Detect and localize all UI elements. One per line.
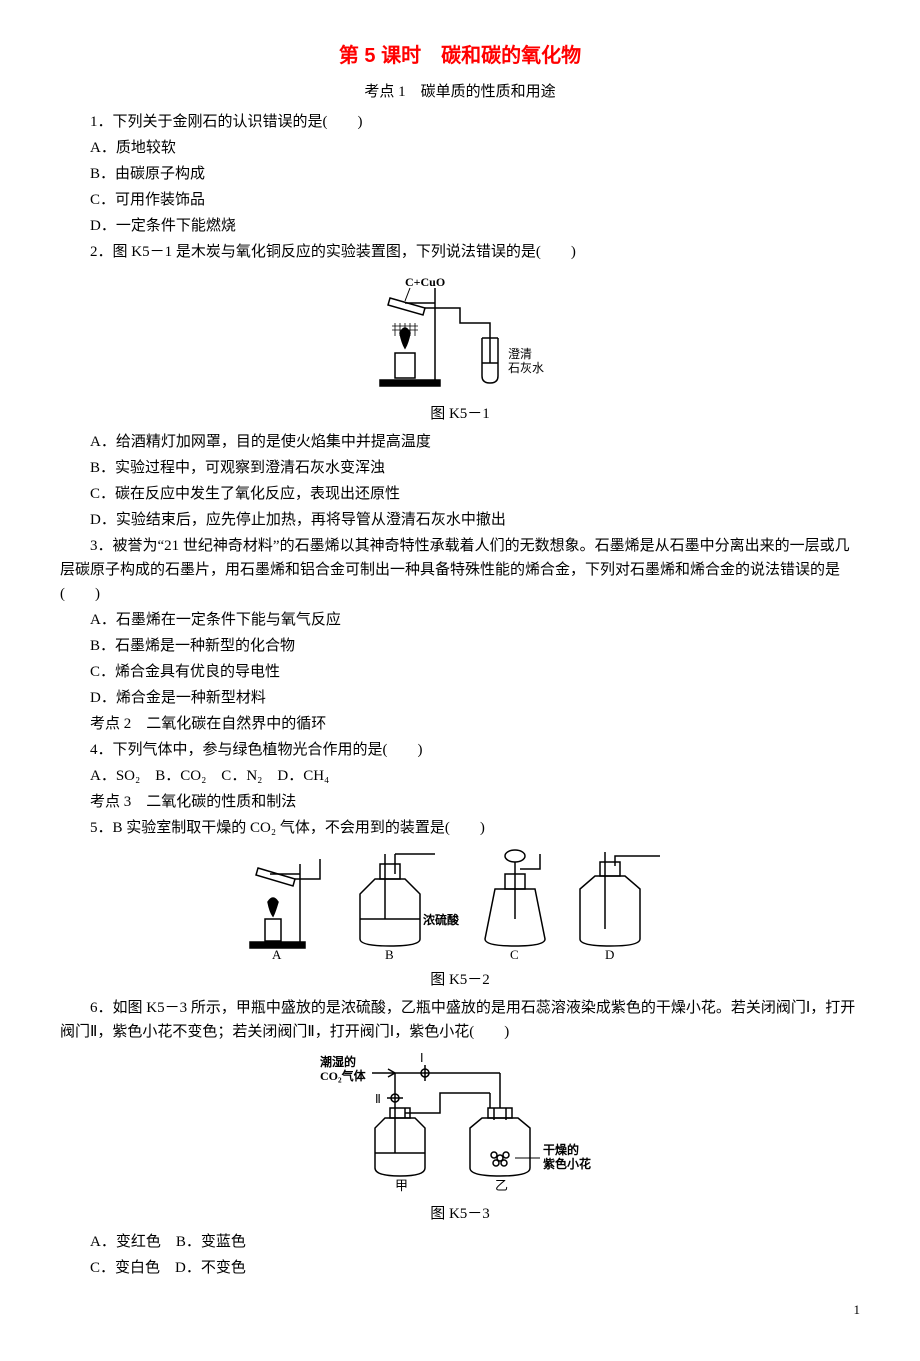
q1-opt-d: D．一定条件下能燃烧 [60, 214, 860, 238]
page-number: 1 [60, 1300, 860, 1321]
fig2-label-d: D [605, 947, 614, 962]
fig3-gas2: CO₂气体 [320, 1068, 367, 1083]
q1-opt-a: A．质地较软 [60, 136, 860, 160]
q2-opt-d: D．实验结束后，应先停止加热，再将导管从澄清石灰水中撤出 [60, 508, 860, 532]
kaodian-2: 考点 2 二氧化碳在自然界中的循环 [60, 712, 860, 736]
fig-k5-1-caption: 图 K5－1 [60, 402, 860, 426]
q3-stem: 3．被誉为“21 世纪神奇材料”的石墨烯以其神奇特性承载着人们的无数想象。石墨烯… [60, 534, 860, 606]
fig-k5-1: C+CuO 澄清 石灰水 [350, 268, 570, 398]
fig-k5-2-caption: 图 K5－2 [60, 968, 860, 992]
fig-k5-3: 潮湿的 CO₂气体 Ⅰ Ⅱ 甲 乙 [300, 1048, 620, 1198]
q4-stem: 4．下列气体中，参与绿色植物光合作用的是( ) [60, 738, 860, 762]
q1-opt-c: C．可用作装饰品 [60, 188, 860, 212]
q3-opt-d: D．烯合金是一种新型材料 [60, 686, 860, 710]
q3-opt-c: C．烯合金具有优良的导电性 [60, 660, 860, 684]
q3-opt-a: A．石墨烯在一定条件下能与氧气反应 [60, 608, 860, 632]
fig2-label-a: A [272, 947, 282, 962]
fig3-flower2: 紫色小花 [543, 1156, 591, 1171]
fig2-label-acid: 浓硫酸 [423, 912, 460, 927]
q4-opts: A．SO₂ B．CO₂ C．N₂ D．CH₄ [60, 764, 860, 788]
fig-k5-2: A 浓硫酸 B C D [240, 844, 680, 964]
kaodian-3: 考点 3 二氧化碳的性质和制法 [60, 790, 860, 814]
fig1-label-lime1: 澄清 [508, 346, 532, 361]
fig3-valve2: Ⅱ [375, 1092, 381, 1106]
q5-stem: 5．B 实验室制取干燥的 CO₂ 气体，不会用到的装置是( ) [60, 816, 860, 840]
fig2-label-b: B [385, 947, 394, 962]
fig1-label-cuo: C+CuO [405, 275, 445, 289]
fig3-valve1: Ⅰ [420, 1051, 424, 1065]
fig3-gas1: 潮湿的 [320, 1054, 356, 1069]
q2-opt-a: A．给酒精灯加网罩，目的是使火焰集中并提高温度 [60, 430, 860, 454]
fig3-jia: 甲 [395, 1178, 408, 1193]
fig3-flower1: 干燥的 [543, 1142, 579, 1157]
fig3-yi: 乙 [495, 1178, 508, 1193]
q1-stem: 1．下列关于金刚石的认识错误的是( ) [60, 110, 860, 134]
q3-opt-b: B．石墨烯是一种新型的化合物 [60, 634, 860, 658]
fig1-label-lime2: 石灰水 [508, 361, 544, 375]
q6-opt-cd: C．变白色 D．不变色 [60, 1256, 860, 1280]
fig-k5-3-caption: 图 K5－3 [60, 1202, 860, 1226]
q2-opt-c: C．碳在反应中发生了氧化反应，表现出还原性 [60, 482, 860, 506]
q6-stem: 6．如图 K5－3 所示，甲瓶中盛放的是浓硫酸，乙瓶中盛放的是用石蕊溶液染成紫色… [60, 996, 860, 1044]
q6-opt-ab: A．变红色 B．变蓝色 [60, 1230, 860, 1254]
q1-opt-b: B．由碳原子构成 [60, 162, 860, 186]
q2-opt-b: B．实验过程中，可观察到澄清石灰水变浑浊 [60, 456, 860, 480]
kaodian-1: 考点 1 碳单质的性质和用途 [60, 80, 860, 104]
q2-stem: 2．图 K5－1 是木炭与氧化铜反应的实验装置图，下列说法错误的是( ) [60, 240, 860, 264]
fig2-label-c: C [510, 947, 519, 962]
lesson-title: 第 5 课时 碳和碳的氧化物 [60, 40, 860, 72]
